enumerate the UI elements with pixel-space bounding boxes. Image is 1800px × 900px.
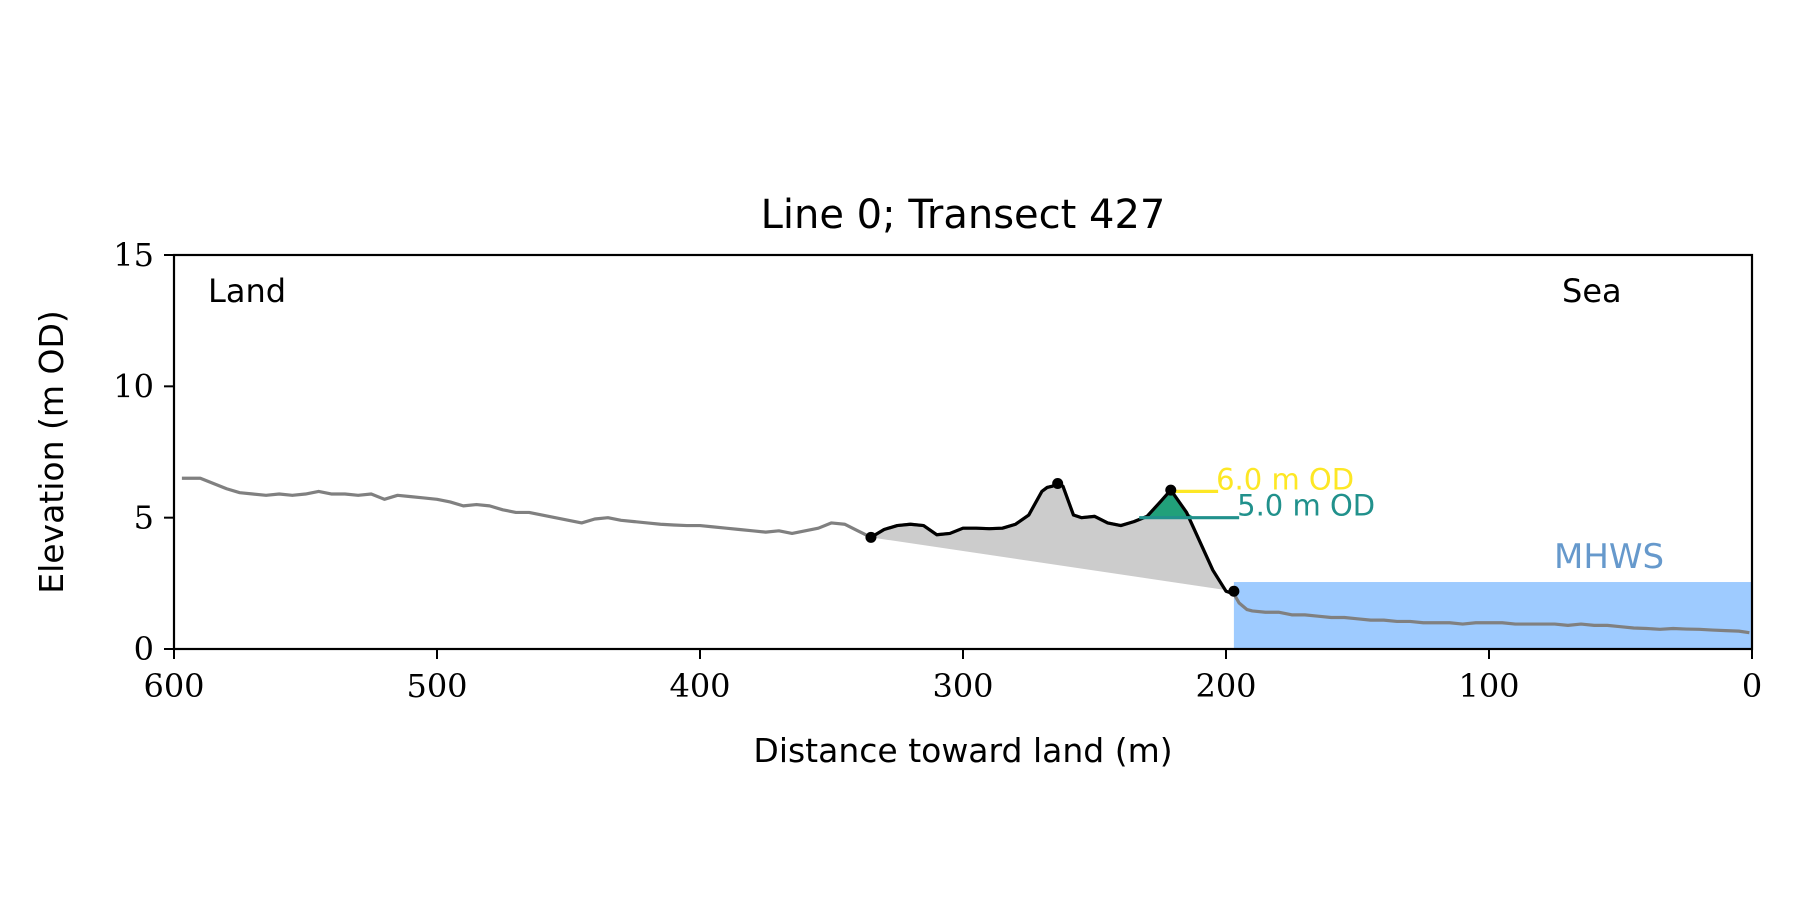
x-tick-label-0: 0 — [1742, 667, 1762, 705]
x-tick-label-400: 400 — [669, 667, 730, 705]
x-tick-label-200: 200 — [1195, 667, 1256, 705]
threshold-6m-label: 6.0 m OD — [1216, 462, 1354, 496]
land-label: Land — [208, 272, 286, 310]
y-tick-label-0: 0 — [134, 630, 154, 668]
y-axis-label: Elevation (m OD) — [32, 310, 71, 594]
cliff-top-marker — [865, 531, 877, 543]
axis-ticks: 600 500 400 300 200 100 0 0 5 10 15 — [113, 236, 1762, 705]
x-tick-label-600: 600 — [143, 667, 204, 705]
mhws-label: MHWS — [1554, 537, 1664, 577]
plot-markers — [865, 478, 1240, 597]
x-tick-label-100: 100 — [1458, 667, 1519, 705]
sea-label: Sea — [1562, 272, 1622, 310]
x-tick-label-500: 500 — [406, 667, 467, 705]
cliff-toe-marker — [1228, 585, 1240, 597]
plot-lines: 6.0 m OD5.0 m OD — [181, 462, 1750, 635]
x-tick-label-300: 300 — [932, 667, 993, 705]
cliff-area-fill — [870, 483, 1234, 592]
x-axis-label: Distance toward land (m) — [753, 731, 1172, 770]
crest-marker — [1165, 484, 1177, 496]
y-tick-label-10: 10 — [113, 367, 154, 405]
peak-marker — [1052, 478, 1064, 490]
y-tick-label-15: 15 — [113, 236, 154, 274]
threshold-5m-label: 5.0 m OD — [1237, 489, 1375, 523]
chart-title: Line 0; Transect 427 — [761, 192, 1166, 238]
y-tick-label-5: 5 — [134, 499, 154, 537]
